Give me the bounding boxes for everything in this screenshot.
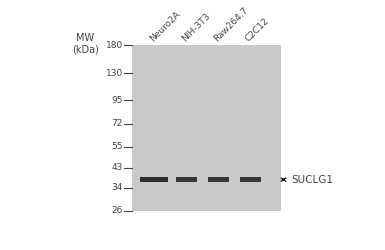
Text: 34: 34: [111, 184, 123, 192]
Text: Raw264.7: Raw264.7: [212, 6, 249, 44]
Text: C2C12: C2C12: [244, 16, 271, 44]
Text: 95: 95: [111, 96, 123, 104]
Text: 55: 55: [111, 142, 123, 151]
Text: Neuro2A: Neuro2A: [148, 10, 182, 43]
Bar: [176, 178, 197, 182]
Bar: [208, 178, 229, 182]
Text: SUCLG1: SUCLG1: [291, 174, 333, 184]
Text: 72: 72: [111, 119, 123, 128]
Text: NIH-3T3: NIH-3T3: [180, 12, 212, 44]
Bar: [240, 178, 261, 182]
Bar: [132, 46, 281, 211]
Text: 43: 43: [111, 164, 123, 172]
Text: MW: MW: [76, 33, 94, 43]
Text: 26: 26: [111, 206, 123, 216]
Text: (kDa): (kDa): [72, 44, 99, 54]
Text: 130: 130: [105, 69, 123, 78]
Text: 180: 180: [105, 41, 123, 50]
Bar: [140, 178, 168, 182]
